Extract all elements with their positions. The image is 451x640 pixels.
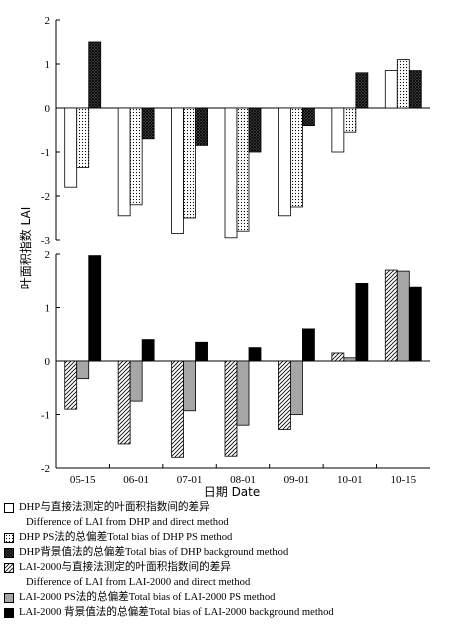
bar-black-09-01 xyxy=(302,328,315,362)
legend-swatch-crosshatch xyxy=(4,547,14,558)
bar-crosshatch-10-15 xyxy=(408,70,422,109)
y-tick-label: -1 xyxy=(41,410,50,422)
bar-gray-06-01 xyxy=(129,360,143,402)
bar-dots-08-01 xyxy=(236,107,250,232)
y-tick-label: -2 xyxy=(41,463,50,475)
bar-dots-09-01 xyxy=(290,107,303,208)
legend-item: LAI-2000 PS法的总偏差Total bias of LAI-2000 P… xyxy=(4,590,450,605)
bar-crosshatch-07-01 xyxy=(195,107,208,146)
x-tick-label: 06-01 xyxy=(123,474,149,486)
bar-dots-05-15 xyxy=(76,107,90,168)
bar-white-05-15 xyxy=(64,107,78,188)
legend-item: LAI-2000与直接法测定的叶面积指数间的差异 xyxy=(4,560,450,575)
legend-text: LAI-2000与直接法测定的叶面积指数间的差异 xyxy=(19,562,231,573)
legend-item: DHP与直接法测定的叶面积指数间的差异 xyxy=(4,500,450,515)
y-tick-label: -1 xyxy=(41,147,50,159)
x-axis-label: 日期 Date xyxy=(204,485,261,499)
bar-black-08-01 xyxy=(248,347,262,362)
bar-white-07-01 xyxy=(171,107,184,234)
x-tick-label: 10-01 xyxy=(337,474,363,486)
y-tick-label: 0 xyxy=(45,356,51,368)
bar-diagonal-07-01 xyxy=(171,360,184,458)
legend-text: DHP背景值法的总偏差Total bias of DHP background … xyxy=(19,547,289,558)
bar-black-10-01 xyxy=(355,283,369,362)
y-tick-label: 0 xyxy=(45,103,51,115)
x-tick-label: 07-01 xyxy=(177,474,203,486)
legend-swatch-white xyxy=(4,502,14,513)
bar-diagonal-08-01 xyxy=(224,360,238,457)
legend-swatch-black xyxy=(4,607,14,618)
bar-white-08-01 xyxy=(224,107,238,239)
x-tick-label: 10-15 xyxy=(390,474,416,486)
bar-dots-06-01 xyxy=(129,107,143,206)
bar-dots-10-15 xyxy=(396,59,410,109)
lai-bias-chart: -3 -2 -1 0 1 2 -2 -1 0 1 2 05-15 06-01 07-01 08-01 09-… xyxy=(18,15,430,499)
bar-crosshatch-05-15 xyxy=(88,41,102,109)
bar-white-10-01 xyxy=(331,107,345,153)
legend-text: LAI-2000 背景值法的总偏差Total bias of LAI-2000 … xyxy=(19,607,334,618)
top-panel: -3 -2 -1 0 1 2 xyxy=(41,15,430,247)
bar-black-10-15 xyxy=(408,286,422,362)
bottom-panel: -2 -1 0 1 2 05-15 06-01 07-01 08-01 09-01 10-01 10-… xyxy=(41,249,430,486)
legend-swatch-dots xyxy=(4,532,14,543)
bar-gray-08-01 xyxy=(236,360,250,426)
legend-item: DHP PS法的总偏差Total bias of DHP PS method xyxy=(4,530,450,545)
bar-dots-07-01 xyxy=(183,107,196,219)
bar-crosshatch-10-01 xyxy=(355,72,369,109)
bar-crosshatch-08-01 xyxy=(248,107,262,153)
legend-item: Difference of LAI from LAI-2000 and dire… xyxy=(4,575,450,590)
bar-white-06-01 xyxy=(117,107,131,217)
bar-white-10-15 xyxy=(384,70,398,109)
bar-crosshatch-09-01 xyxy=(302,107,315,127)
x-tick-label: 09-01 xyxy=(284,474,310,486)
bar-black-07-01 xyxy=(195,341,208,362)
bar-crosshatch-06-01 xyxy=(141,107,155,140)
bar-diagonal-05-15 xyxy=(64,360,78,410)
bar-black-05-15 xyxy=(88,255,102,362)
y-tick-label: 1 xyxy=(45,59,51,71)
bar-diagonal-06-01 xyxy=(117,360,131,445)
y-tick-label: 2 xyxy=(45,15,51,27)
legend-item: Difference of LAI from DHP and direct me… xyxy=(4,515,450,530)
legend-text: Difference of LAI from LAI-2000 and dire… xyxy=(26,577,251,588)
y-axis-label: 叶面积指数 LAI xyxy=(18,207,33,290)
y-tick-label: 1 xyxy=(45,303,51,315)
legend-swatch-gray xyxy=(4,592,14,603)
legend-item: DHP背景值法的总偏差Total bias of DHP background … xyxy=(4,545,450,560)
legend-item: LAI-2000 背景值法的总偏差Total bias of LAI-2000 … xyxy=(4,605,450,620)
bar-black-06-01 xyxy=(141,339,155,362)
legend-text: DHP与直接法测定的叶面积指数间的差异 xyxy=(19,502,210,513)
legend-text: Difference of LAI from DHP and direct me… xyxy=(26,517,229,528)
bar-dots-10-01 xyxy=(343,107,357,133)
y-tick-label: 2 xyxy=(45,249,51,261)
x-tick-label: 08-01 xyxy=(230,474,256,486)
legend-text: DHP PS法的总偏差Total bias of DHP PS method xyxy=(19,532,233,543)
bar-gray-09-01 xyxy=(290,360,303,415)
bar-diagonal-09-01 xyxy=(278,360,291,430)
y-tick-label: -2 xyxy=(41,191,50,203)
bar-gray-10-15 xyxy=(396,270,410,362)
bar-gray-07-01 xyxy=(183,360,196,412)
bar-diagonal-10-15 xyxy=(384,269,398,362)
legend: DHP与直接法测定的叶面积指数间的差异 Difference of LAI fro… xyxy=(4,500,450,620)
bar-diagonal-10-01 xyxy=(331,352,345,362)
bar-gray-05-15 xyxy=(76,360,90,380)
x-tick-label: 05-15 xyxy=(70,474,96,486)
y-tick-label: -3 xyxy=(41,235,51,247)
legend-swatch-diagonal xyxy=(4,562,14,573)
legend-text: LAI-2000 PS法的总偏差Total bias of LAI-2000 P… xyxy=(19,592,276,603)
bar-gray-10-01 xyxy=(343,357,357,362)
bar-white-09-01 xyxy=(278,107,291,217)
